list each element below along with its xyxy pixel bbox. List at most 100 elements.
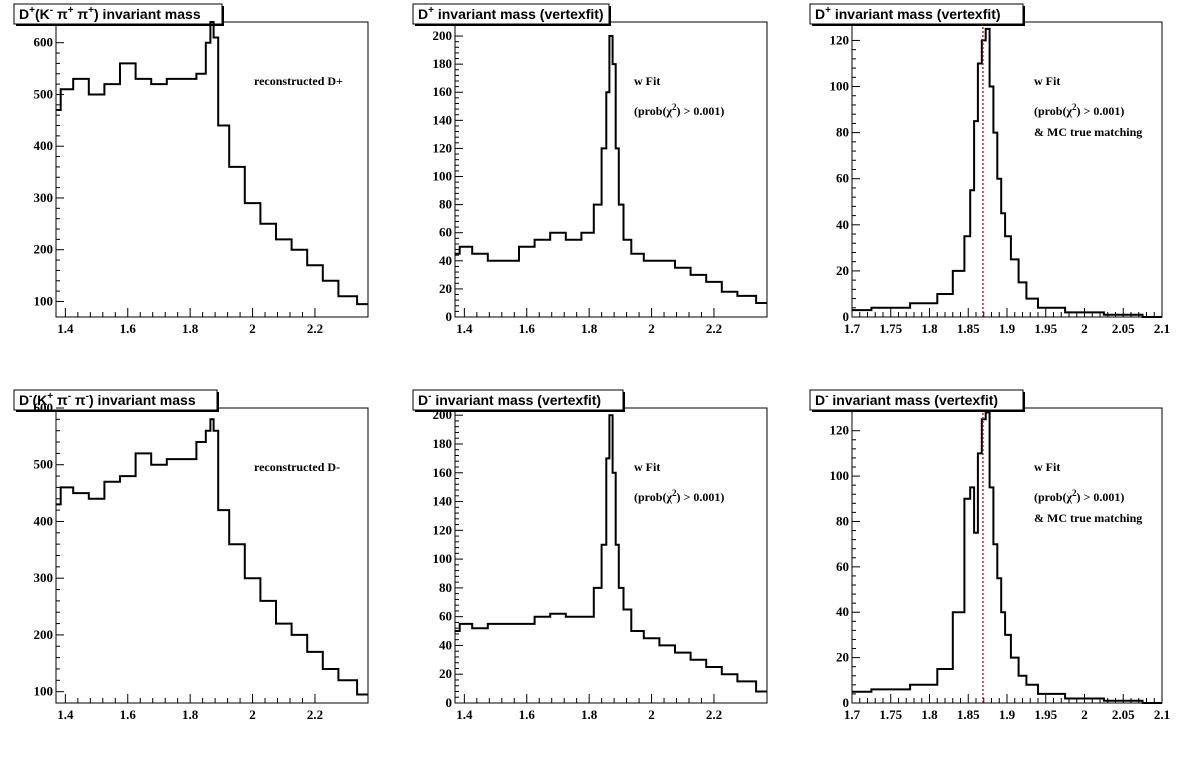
histogram-line (455, 414, 767, 693)
title-text: invariant mass (vertexfit) (831, 6, 1001, 22)
panel-annotation: w Fit (1034, 460, 1060, 474)
histogram-line (852, 411, 1162, 704)
histogram-panel: D- invariant mass (vertexfit) 0 20 40 60 80 10… (809, 389, 1170, 722)
x-tick-label: 1.7 (844, 321, 861, 336)
x-tick-label: 2.05 (1112, 321, 1135, 336)
y-tick-label: 120 (830, 32, 850, 47)
y-tick-label: 160 (433, 465, 453, 480)
histogram-panel: D+ invariant mass (vertexfit) 0 20 40 60 80 10… (809, 3, 1170, 336)
histogram-line (56, 21, 368, 306)
y-tick-label: 0 (843, 695, 850, 710)
title-superscript: + (825, 5, 831, 16)
histogram-line (455, 35, 767, 304)
x-tick-label: 2 (648, 321, 655, 336)
panel-title: D- invariant mass (vertexfit) (418, 391, 601, 408)
x-tick-label: 1.95 (1034, 707, 1057, 722)
y-tick-label: 500 (34, 86, 54, 101)
panel-annotation: reconstructed D+ (254, 74, 343, 88)
y-tick-label: 200 (34, 627, 54, 642)
y-tick-label: 60 (836, 559, 849, 574)
title-text: ) invariant mass (94, 6, 201, 22)
panel-title: D+ invariant mass (vertexfit) (418, 5, 604, 22)
panel-title: D- invariant mass (vertexfit) (815, 391, 998, 408)
x-tick-label: 2 (1081, 321, 1088, 336)
y-tick-label: 160 (433, 84, 453, 99)
y-tick-label: 0 (446, 309, 453, 324)
annotation-text: ) > 0.001) (677, 490, 725, 504)
title-text: π (53, 392, 68, 408)
x-tick-label: 2.05 (1112, 707, 1135, 722)
y-tick-label: 180 (433, 436, 453, 451)
y-tick-label: 60 (439, 225, 452, 240)
annotation-superscript: 2 (1072, 488, 1077, 498)
x-tick-label: 1.6 (519, 707, 536, 722)
panel-title: D+(K- π+ π+) invariant mass (19, 5, 201, 22)
x-tick-label: 1.8 (581, 321, 598, 336)
title-superscript: + (47, 391, 53, 402)
annotation-text: (prob(χ (634, 490, 672, 504)
plot-frame (454, 21, 768, 318)
x-tick-label: 1.85 (957, 321, 980, 336)
y-tick-label: 100 (433, 169, 453, 184)
plot-frame (851, 407, 1163, 704)
title-superscript: - (428, 391, 431, 402)
histogram-line (852, 27, 1162, 318)
annotation-text: (prob(χ (1034, 490, 1072, 504)
y-tick-label: 200 (433, 28, 453, 43)
annotation-text: ) > 0.001) (1077, 490, 1125, 504)
title-text: ) invariant mass (89, 392, 196, 408)
title-superscript: - (29, 391, 32, 402)
title-box (13, 389, 218, 411)
x-tick-label: 1.6 (120, 321, 137, 336)
y-tick-label: 140 (433, 112, 453, 127)
x-tick-label: 1.75 (879, 707, 902, 722)
x-tick-label: 2.2 (307, 707, 323, 722)
y-tick-label: 120 (433, 522, 453, 537)
y-tick-label: 400 (34, 138, 54, 153)
x-tick-label: 1.4 (57, 707, 74, 722)
panel-annotation: & MC true matching (1034, 125, 1142, 139)
x-tick-label: 1.7 (844, 707, 861, 722)
title-box (809, 389, 1024, 411)
x-tick-label: 2 (1081, 707, 1088, 722)
x-tick-label: 1.8 (182, 321, 199, 336)
x-tick-label: 1.9 (999, 321, 1016, 336)
x-tick-label: 2.1 (1154, 707, 1170, 722)
y-tick-label: 100 (830, 468, 850, 483)
y-tick-label: 400 (34, 513, 54, 528)
x-tick-label: 1.4 (456, 321, 473, 336)
title-text: π (71, 392, 86, 408)
y-tick-label: 140 (433, 494, 453, 509)
y-tick-label: 120 (830, 423, 850, 438)
annotation-superscript: 2 (672, 102, 677, 112)
title-text: π (53, 6, 68, 22)
y-tick-label: 60 (836, 171, 849, 186)
panel-annotation: (prob(χ2) > 0.001) (634, 102, 724, 118)
y-tick-label: 40 (836, 217, 849, 232)
title-text: (K (35, 6, 50, 22)
y-tick-label: 120 (433, 140, 453, 155)
x-tick-label: 2 (249, 321, 256, 336)
panel-title: D-(K+ π- π-) invariant mass (19, 391, 196, 408)
y-tick-label: 100 (34, 684, 54, 699)
title-superscript: - (86, 391, 89, 402)
title-superscript: + (88, 5, 94, 16)
panel-annotation: (prob(χ2) > 0.001) (1034, 102, 1124, 118)
plot-frame (851, 21, 1163, 318)
y-tick-label: 40 (439, 637, 452, 652)
title-superscript: - (825, 391, 828, 402)
x-tick-label: 2 (648, 707, 655, 722)
x-tick-label: 2.1 (1154, 321, 1170, 336)
plot-frame (454, 407, 768, 704)
y-tick-label: 100 (433, 551, 453, 566)
y-tick-label: 40 (836, 604, 849, 619)
x-tick-label: 2.2 (706, 707, 722, 722)
title-text: D (815, 392, 825, 408)
x-tick-label: 1.8 (921, 707, 938, 722)
y-tick-label: 0 (446, 695, 453, 710)
title-superscript: + (68, 5, 74, 16)
y-tick-label: 80 (439, 197, 452, 212)
y-tick-label: 100 (34, 293, 54, 308)
title-text: invariant mass (vertexfit) (828, 392, 998, 408)
panel-annotation: & MC true matching (1034, 511, 1142, 525)
